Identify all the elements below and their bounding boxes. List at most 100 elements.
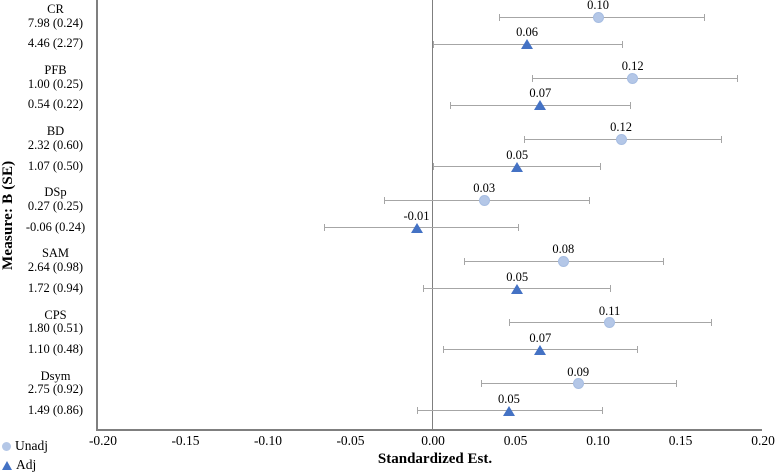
error-bar-cap-right xyxy=(737,74,739,82)
measure-name: PFB xyxy=(44,63,67,78)
x-axis-line xyxy=(96,429,762,431)
adj-triangle-marker xyxy=(502,405,515,416)
measure-b-se-unadj: 0.27 (0.25) xyxy=(27,198,84,213)
measure-b-se-adj: 1.07 (0.50) xyxy=(27,158,84,173)
error-bar-cap-left xyxy=(433,163,434,170)
unadj-circle-marker xyxy=(572,378,584,390)
measure-b-se-adj: 1.72 (0.94) xyxy=(27,280,84,295)
measure-label-unadj: Dsym 2.75 (0.92) xyxy=(13,368,98,397)
x-tick-label: 0.15 xyxy=(668,433,693,448)
data-label-adj: 0.05 xyxy=(506,269,529,284)
x-tick-label: 0.00 xyxy=(421,433,445,448)
error-bar-cap-right xyxy=(636,346,638,354)
data-label-adj: -0.01 xyxy=(403,208,430,223)
error-bar-cap-right xyxy=(621,40,623,48)
measure-label-unadj: PFB 1.00 (0.25) xyxy=(13,64,98,91)
measure-label-unadj: DSp 0.27 (0.25) xyxy=(13,186,98,213)
measure-b-se-unadj: 2.32 (0.60) xyxy=(27,137,84,152)
measure-b-se-unadj: 1.00 (0.25) xyxy=(27,76,84,91)
error-bar-cap-left xyxy=(508,319,510,326)
data-label-unadj: 0.11 xyxy=(598,303,621,318)
data-label-adj: 0.07 xyxy=(529,86,552,101)
error-bar-cap-left xyxy=(383,196,385,204)
error-bar-cap-right xyxy=(710,319,712,326)
error-bar-cap-right xyxy=(600,163,602,170)
error-bar-cap-left xyxy=(416,407,418,415)
x-axis-title: Standardized Est. xyxy=(377,451,493,467)
measure-name: Dsym xyxy=(40,368,71,383)
data-label-unadj: 0.12 xyxy=(610,120,633,135)
measure-name: DSp xyxy=(44,185,67,200)
measure-b-se-adj: -0.06 (0.24) xyxy=(25,219,86,234)
error-bar-cap-left xyxy=(523,135,525,143)
measure-label-unadj: CR 7.98 (0.24) xyxy=(13,2,98,30)
unadj-circle-marker xyxy=(478,194,490,206)
triangle-icon xyxy=(2,460,12,470)
legend-label-adj: Adj xyxy=(16,457,37,472)
error-bar-cap-right xyxy=(704,13,706,21)
error-bar-cap-right xyxy=(610,285,612,293)
unadj-circle-marker xyxy=(615,133,627,145)
x-tick-label: -0.05 xyxy=(336,433,365,448)
measure-b-se-adj: 0.54 (0.22) xyxy=(27,97,84,112)
error-bar-cap-right xyxy=(720,135,722,143)
error-bar-cap-left xyxy=(449,101,451,109)
adj-triangle-marker xyxy=(521,39,534,50)
adj-triangle-marker xyxy=(511,161,524,172)
adj-triangle-marker xyxy=(534,100,547,111)
data-label-unadj: 0.09 xyxy=(567,364,590,379)
adj-triangle-marker xyxy=(410,222,423,233)
error-bar-cap-right xyxy=(601,407,603,415)
error-bar-cap-left xyxy=(433,40,434,48)
legend-item-unadj: Unadj xyxy=(2,438,48,454)
error-bar-cap-left xyxy=(480,380,482,388)
measure-label-unadj: CPS 1.80 (0.51) xyxy=(13,307,98,336)
data-label-adj: 0.05 xyxy=(497,391,520,406)
measure-b-se-unadj: 2.64 (0.98) xyxy=(27,259,84,274)
error-bar-cap-right xyxy=(662,257,664,265)
measure-name: SAM xyxy=(41,246,70,261)
data-label-unadj: 0.08 xyxy=(552,242,575,257)
data-label-adj: 0.06 xyxy=(516,25,538,40)
data-label-adj: 0.05 xyxy=(506,147,529,162)
measure-b-se-unadj: 1.80 (0.51) xyxy=(27,321,84,335)
adj-triangle-marker xyxy=(534,344,547,355)
error-bar-cap-left xyxy=(423,285,425,293)
error-bar-cap-right xyxy=(630,101,631,109)
measure-b-se-adj: 1.49 (0.86) xyxy=(27,402,84,417)
zero-reference-line xyxy=(432,0,433,429)
error-bar-cap-left xyxy=(499,13,500,21)
error-bar-cap-left xyxy=(532,74,533,82)
legend-label-unadj: Unadj xyxy=(15,438,48,453)
unadj-circle-marker xyxy=(604,317,616,328)
unadj-circle-marker xyxy=(557,255,569,267)
x-tick-label: 0.05 xyxy=(503,433,528,448)
error-bar-cap-left xyxy=(464,257,466,265)
error-bar-cap-right xyxy=(588,196,590,204)
data-label-unadj: 0.12 xyxy=(621,59,644,74)
x-tick-label: -0.20 xyxy=(88,433,118,448)
x-tick-label: 0.10 xyxy=(586,433,610,448)
x-tick-label: -0.10 xyxy=(253,433,283,448)
measure-b-se-adj: 1.10 (0.48) xyxy=(27,341,84,356)
data-label-adj: 0.07 xyxy=(529,330,552,345)
legend: Unadj Adj xyxy=(2,438,48,473)
unadj-circle-marker xyxy=(627,72,639,84)
measure-name: CR xyxy=(47,2,64,16)
circle-icon xyxy=(2,441,11,451)
measure-b-se-unadj: 2.75 (0.92) xyxy=(27,382,84,397)
measure-b-se-adj: 4.46 (2.27) xyxy=(27,36,84,51)
legend-item-adj: Adj xyxy=(2,457,48,473)
unadj-circle-marker xyxy=(592,11,604,23)
measure-label-unadj: BD 2.32 (0.60) xyxy=(13,125,98,152)
measure-b-se-unadj: 7.98 (0.24) xyxy=(27,15,84,30)
data-label-unadj: 0.03 xyxy=(473,181,496,196)
adj-triangle-marker xyxy=(511,283,524,294)
error-bar-cap-right xyxy=(676,380,678,388)
measure-name: BD xyxy=(46,124,65,139)
error-bar-cap-left xyxy=(324,224,326,232)
measure-name: CPS xyxy=(44,307,67,322)
error-bar-cap-left xyxy=(442,346,444,354)
x-tick-label: -0.15 xyxy=(171,433,200,448)
x-tick-label: 0.20 xyxy=(751,433,775,448)
